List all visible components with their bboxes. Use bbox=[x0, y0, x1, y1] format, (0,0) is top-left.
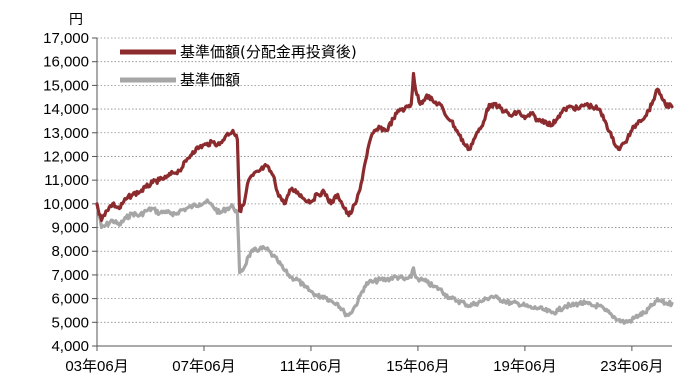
y-tick-label: 4,000 bbox=[51, 338, 89, 355]
x-tick-label: 23年06月 bbox=[600, 358, 663, 375]
x-tick-label: 11年06月 bbox=[280, 358, 342, 375]
y-tick-label: 17,000 bbox=[43, 30, 89, 47]
x-tick-label: 07年06月 bbox=[172, 358, 235, 375]
y-axis-unit-label: 円 bbox=[69, 12, 83, 28]
y-tick-label: 16,000 bbox=[43, 54, 89, 71]
legend-label-series-2: 基準価額 bbox=[180, 71, 240, 89]
y-tick-label: 5,000 bbox=[51, 314, 89, 331]
y-tick-label: 13,000 bbox=[43, 125, 89, 142]
series-lines bbox=[95, 71, 674, 325]
y-tick-label: 15,000 bbox=[43, 77, 89, 94]
x-tick-label: 19年06月 bbox=[493, 358, 556, 375]
series-line-nav bbox=[95, 198, 674, 325]
y-tick-label: 7,000 bbox=[51, 267, 89, 284]
y-tick-label: 10,000 bbox=[43, 196, 89, 213]
x-tick-label: 15年06月 bbox=[386, 358, 449, 375]
y-tick-label: 14,000 bbox=[43, 101, 89, 118]
y-tick-label: 8,000 bbox=[51, 243, 89, 260]
series-line-nav-reinvested bbox=[95, 71, 674, 222]
axes: 4,000 5,000 6,000 7,000 8,000 9,000 10,000 11,0… bbox=[43, 30, 672, 375]
y-tick-label: 6,000 bbox=[51, 291, 89, 308]
legend: 基準価額(分配金再投資後) 基準価額 bbox=[120, 43, 357, 89]
legend-label-series-1: 基準価額(分配金再投資後) bbox=[180, 43, 357, 61]
y-tick-label: 12,000 bbox=[43, 148, 89, 165]
gridlines bbox=[97, 37, 672, 323]
x-tick-label: 03年06月 bbox=[65, 358, 128, 375]
y-tick-label: 9,000 bbox=[51, 220, 89, 237]
y-tick-label: 11,000 bbox=[44, 172, 89, 189]
